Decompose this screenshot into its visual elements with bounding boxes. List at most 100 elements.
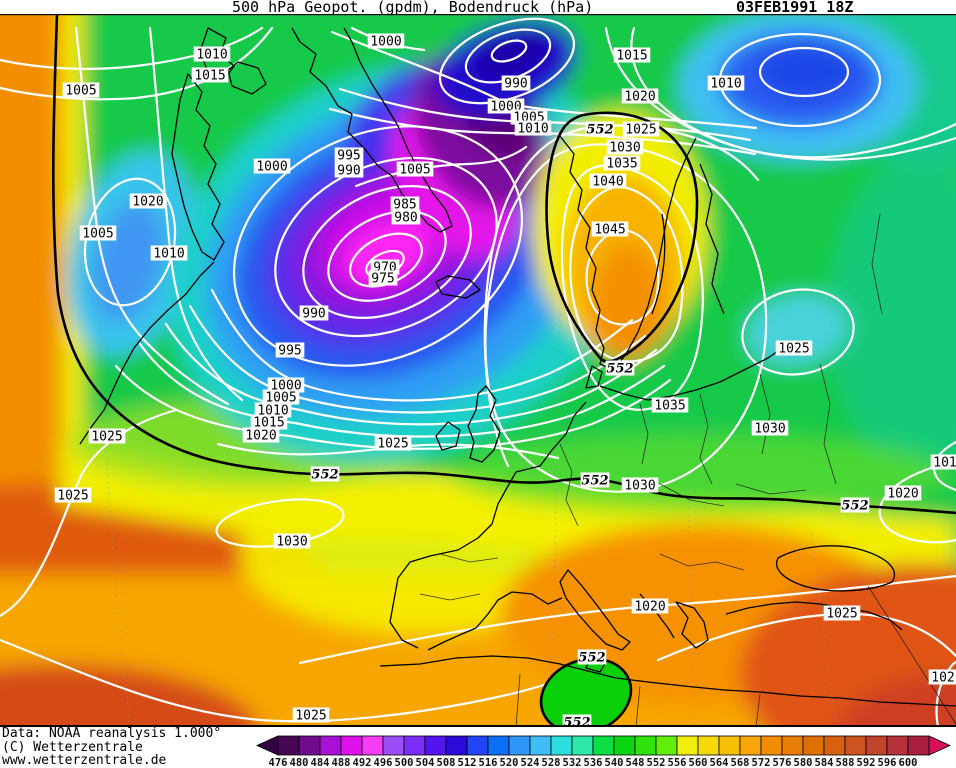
svg-text:1010: 1010 [196,48,227,63]
graticule [96,14,837,727]
colorbar-tick: 576 [773,757,792,768]
pressure-label: 1030 [273,533,311,550]
svg-text:980: 980 [394,211,417,226]
colorbar-segment [697,735,720,756]
svg-text:552: 552 [578,651,605,666]
colorbar-left-arrow [256,735,279,756]
colorbar-right-arrow [928,735,951,756]
pressure-label: 1025 [622,121,660,138]
colorbar-segment [424,735,447,756]
colorbar-tick: 492 [353,757,372,768]
pressure-label: 1010 [707,75,745,92]
pressure-label: 1010 [193,46,231,63]
colorbar-legend: 476 480 484 488 492 496 500 504 508 512 516 520 524 5… [256,735,951,768]
thickness-label: 552 [562,714,592,728]
svg-text:1015: 1015 [616,49,647,64]
svg-text:101: 101 [933,456,956,471]
svg-text:552: 552 [563,716,590,728]
colorbar-segment [382,735,405,756]
pressure-label: 1005 [262,389,300,406]
thickness-label: 552 [605,360,635,377]
colorbar-segment [823,735,846,756]
colorbar-segment [319,735,342,756]
svg-text:1025: 1025 [377,437,408,452]
colorbar-tick: 596 [878,757,897,768]
svg-text:1010: 1010 [710,77,741,92]
svg-text:1015: 1015 [253,416,284,431]
pressure-label: 1020 [884,485,922,502]
colorbar-tick: 512 [458,757,477,768]
svg-text:1025: 1025 [57,489,88,504]
colorbar-tick: 556 [668,757,687,768]
footer: Data: NOAA reanalysis 1.000° (C) Wetterz… [0,727,956,768]
colorbar-segment [298,735,321,756]
thickness-label: 552 [585,121,615,138]
svg-text:1030: 1030 [276,535,307,550]
colorbar-tick: 600 [899,757,918,768]
colorbar-segment [844,735,867,756]
colorbar-tick: 532 [563,757,582,768]
pressure-label: 1030 [606,139,644,156]
colorbar-segment [529,735,552,756]
pressure-label: 1005 [62,82,100,99]
svg-text:995: 995 [337,149,360,164]
svg-text:1020: 1020 [887,487,918,502]
svg-text:552: 552 [311,468,338,483]
pressure-label: 1015 [250,414,288,431]
colorbar-segment [592,735,615,756]
colorbar-segment [508,735,531,756]
pressure-label: 1045 [591,221,629,238]
colorbar-tick: 524 [521,757,540,768]
pressure-label: 1030 [621,477,659,494]
colorbar-segment [718,735,741,756]
colorbar-segment [655,735,678,756]
pressure-label: 1035 [651,397,689,414]
svg-text:1010: 1010 [153,247,184,262]
colorbar-tick: 476 [269,757,288,768]
credits-website: www.wetterzentrale.de [2,753,167,768]
colorbar-tick: 496 [374,757,393,768]
svg-text:1030: 1030 [609,141,640,156]
svg-text:1030: 1030 [754,422,785,437]
pressure-label: 1015 [191,67,229,84]
pressure-label: 990 [501,75,531,92]
svg-text:1020: 1020 [132,195,163,210]
credits-copyright: (C) Wetterzentrale [2,739,143,755]
colorbar-tick: 572 [752,757,771,768]
pressure-label: 995 [275,342,305,359]
colorbar-segment [802,735,825,756]
svg-text:1010: 1010 [517,122,548,137]
svg-text:552: 552 [581,474,608,489]
pressure-label: 1025 [374,435,412,452]
pressure-label: 101 [930,454,956,471]
colorbar-tick: 516 [479,757,498,768]
colorbar-tick: 480 [290,757,309,768]
colorbar-tick: 564 [710,757,729,768]
thickness-label: 552 [310,466,340,483]
svg-text:1035: 1035 [606,157,637,172]
pressure-label: 1025 [54,487,92,504]
svg-text:1025: 1025 [826,607,857,622]
svg-text:985: 985 [393,198,416,213]
colorbar-tick: 484 [311,757,330,768]
svg-text:1025: 1025 [778,342,809,357]
pressure-label: 980 [391,209,421,226]
colorbar-segment [739,735,762,756]
pressure-label: 1020 [242,427,280,444]
svg-text:552: 552 [841,499,868,514]
colorbar-tick: 504 [416,757,435,768]
svg-text:1005: 1005 [82,227,113,242]
svg-text:1030: 1030 [624,479,655,494]
map-datetime: 03FEB1991 18Z [736,0,854,16]
svg-text:1000: 1000 [370,35,401,50]
thickness-label: 552 [577,649,607,666]
svg-text:102: 102 [931,671,954,686]
svg-text:1005: 1005 [399,163,430,178]
colorbar-segment [361,735,384,756]
colorbar-segment [760,735,783,756]
colorbar-tick: 584 [815,757,834,768]
colorbar-tick: 520 [500,757,519,768]
pressure-label: 1010 [514,120,552,137]
colorbar-segment [277,735,300,756]
